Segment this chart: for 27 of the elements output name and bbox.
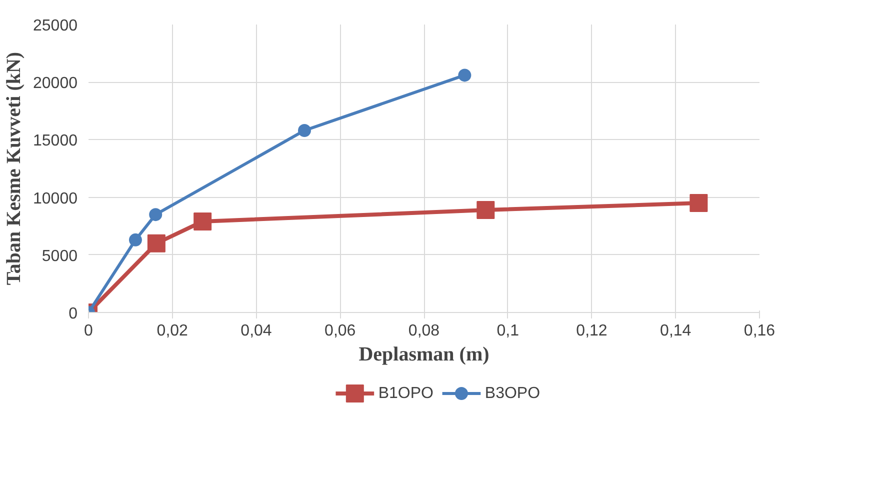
x-tick-label: 0,1 [496,322,520,340]
point [128,233,142,246]
point [149,208,162,222]
y-tick-label: 20000 [33,75,78,92]
x-tick-label: 0,16 [744,322,776,340]
x-tick-label: 0,02 [156,322,188,340]
point [476,200,495,219]
y-tick-label: 0 [68,306,78,322]
x-axis-title: Deplasman (m) [358,344,490,366]
y-tick-label: 15000 [33,132,78,150]
y-tick-label: 25000 [33,18,78,34]
x-tick-label: 0,12 [576,322,608,340]
point [458,68,472,82]
legend-label: B3OPO [484,385,540,402]
y-tick-label: 10000 [33,190,78,208]
x-tick-label: 0,06 [324,322,356,340]
x-tick-label: 0,04 [240,322,272,340]
legend-label: B1OPO [378,385,434,402]
y-tick-label: 5000 [42,248,78,265]
point [194,212,212,230]
x-tick-label: 0,14 [660,322,692,340]
point [147,234,166,252]
point [690,194,708,212]
x-tick-label: 0 [84,322,94,340]
x-tick-label: 0,08 [408,322,440,340]
point [298,124,311,137]
y-axis-title: Taban Kesme Kuvveti (kN) [3,52,26,286]
